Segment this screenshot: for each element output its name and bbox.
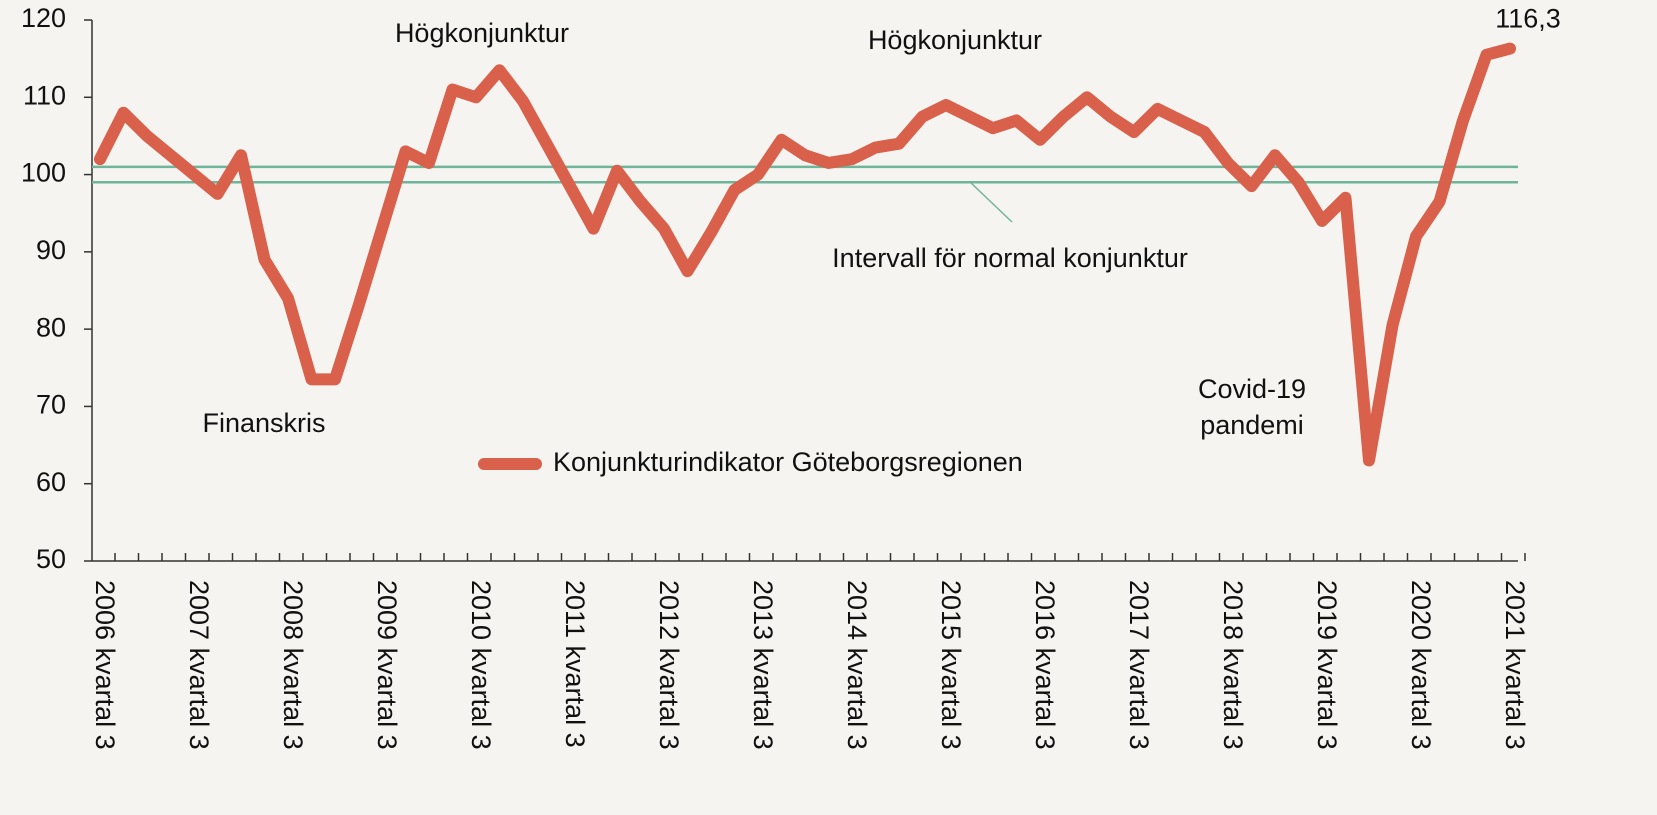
y-tick-label: 120 [21, 3, 66, 33]
x-tick-label: 2010 kvartal 3 [466, 580, 496, 750]
y-tick-label: 70 [36, 390, 66, 420]
y-tick-label: 80 [36, 312, 66, 342]
annotation: Högkonjunktur [395, 18, 569, 48]
annotation-leader [969, 181, 1013, 223]
x-tick-label: 2020 kvartal 3 [1406, 580, 1436, 750]
annotation: Finanskris [202, 408, 325, 438]
data-line [94, 42, 1516, 467]
annotation: Intervall för normal konjunktur [832, 243, 1188, 273]
x-tick-label: 2006 kvartal 3 [90, 580, 120, 750]
x-tick-label: 2008 kvartal 3 [278, 580, 308, 750]
x-tick-label: 2007 kvartal 3 [184, 580, 214, 750]
x-tick-label: 2019 kvartal 3 [1312, 580, 1342, 750]
x-tick-label: 2011 kvartal 3 [560, 580, 590, 748]
y-tick-label: 110 [23, 80, 66, 110]
value-label: 116,3 [1495, 4, 1561, 34]
x-tick-label: 2016 kvartal 3 [1030, 580, 1060, 750]
x-tick-label: 2018 kvartal 3 [1218, 580, 1248, 750]
x-tick-label: 2017 kvartal 3 [1124, 580, 1154, 750]
x-tick-label: 2015 kvartal 3 [936, 580, 966, 750]
y-tick-label: 100 [21, 158, 66, 188]
x-tick-label: 2014 kvartal 3 [842, 580, 872, 750]
y-tick-label: 60 [36, 467, 66, 497]
x-tick-label: 2013 kvartal 3 [748, 580, 778, 750]
legend-label: Konjunkturindikator Göteborgsregionen [553, 447, 1023, 477]
x-tick-label: 2021 kvartal 3 [1500, 580, 1530, 750]
y-tick-label: 50 [36, 544, 66, 574]
x-tick-label: 2009 kvartal 3 [372, 580, 402, 750]
annotation: pandemi [1200, 410, 1304, 440]
annotation: Covid-19 [1198, 374, 1306, 404]
x-tick-label: 2012 kvartal 3 [654, 580, 684, 750]
annotation: Högkonjunktur [868, 25, 1042, 55]
y-tick-label: 90 [36, 235, 66, 265]
